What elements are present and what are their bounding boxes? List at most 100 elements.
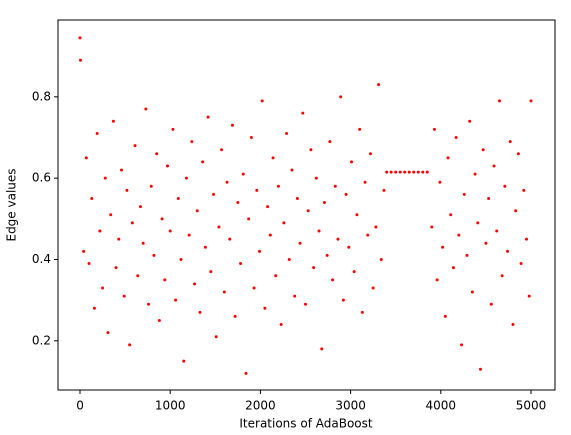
point [398,170,402,174]
x-tick-label: 2000 [245,399,276,413]
point [171,127,175,131]
point [195,209,199,213]
point [371,286,375,290]
point [358,127,362,131]
point [271,156,275,160]
point [168,229,172,233]
point [260,99,264,103]
point [239,262,243,266]
point [282,221,286,225]
point [363,180,367,184]
point [344,192,348,196]
point [274,274,278,278]
point [503,184,507,188]
x-tick-label: 1000 [155,399,186,413]
point [336,237,340,241]
point [416,170,420,174]
point [117,237,121,241]
point [500,274,504,278]
point [451,266,455,270]
point [333,184,337,188]
point [141,241,145,245]
point [403,170,407,174]
point [120,168,124,172]
point [506,249,510,253]
point [266,205,270,209]
point [366,233,370,237]
point [125,188,129,192]
point [331,278,335,282]
point [166,164,170,168]
point [350,160,354,164]
point [347,245,351,249]
point [382,188,386,192]
point [252,286,256,290]
point [421,170,425,174]
point [184,176,188,180]
y-axis-label: Edge values [5,168,19,241]
point [320,347,324,351]
point [492,164,496,168]
point [368,152,372,156]
point [497,99,501,103]
x-tick-label: 5000 [516,399,547,413]
point [462,192,466,196]
point [484,241,488,245]
point [374,225,378,229]
point [82,249,86,253]
point [495,229,499,233]
point [473,172,477,176]
point [190,140,194,144]
point [328,140,332,144]
point [182,359,186,363]
point [441,245,445,249]
point [438,180,442,184]
point [114,266,118,270]
point [385,170,389,174]
point [449,213,453,217]
point [176,196,180,200]
point [152,253,156,257]
point [276,184,280,188]
point [476,221,480,225]
point [309,148,313,152]
y-tick-label: 0.2 [32,333,51,347]
point [106,331,110,335]
point [516,152,520,156]
point [133,144,137,148]
point [163,278,167,282]
point [454,136,458,140]
point [78,58,82,62]
point [524,237,528,241]
point [103,176,107,180]
point [228,237,232,241]
point [212,192,216,196]
point [487,196,491,200]
plot-frame [57,19,556,391]
point [247,217,251,221]
point [290,168,294,172]
point [84,156,88,160]
point [241,172,245,176]
point [446,156,450,160]
point [78,36,82,40]
point [187,233,191,237]
point [147,302,151,306]
point [90,196,94,200]
point [508,140,512,144]
x-axis-label: Iterations of AdaBoost [239,417,372,431]
point [220,148,224,152]
point [255,188,259,192]
point [209,270,213,274]
point [481,148,485,152]
point [92,306,96,310]
point [249,136,253,140]
point [470,290,474,294]
point [128,343,132,347]
point [111,119,115,123]
point [263,306,267,310]
point [529,99,533,103]
point [149,184,153,188]
point [222,290,226,294]
